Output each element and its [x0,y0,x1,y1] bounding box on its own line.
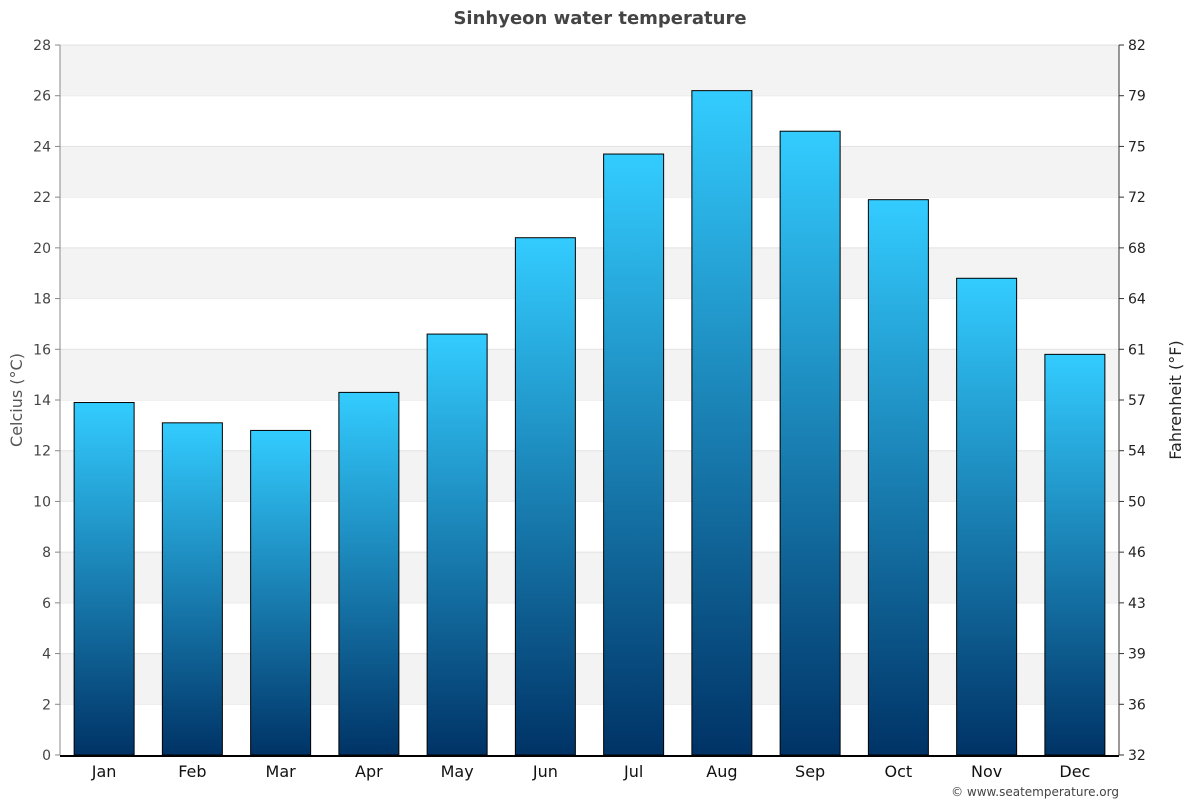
bar-oct[interactable] [867,199,929,756]
y-tick-label-right: 54 [1128,444,1146,460]
y-tick-label-right: 68 [1128,241,1146,257]
y-tick-label: 12 [33,444,51,460]
y-tick-label: 6 [42,596,51,612]
bar-feb[interactable] [161,422,223,756]
y-tick-label: 14 [33,393,51,409]
y-tick-label: 22 [33,190,51,206]
x-tick-label: Apr [355,762,383,781]
bar-sep[interactable] [779,130,841,756]
bar-mar[interactable] [250,429,312,756]
y-tick-label-right: 43 [1128,596,1146,612]
y-axis-label-right: Fahrenheit (°F) [1166,340,1185,459]
bar-jul[interactable] [603,153,665,756]
grid-band [60,247,1119,299]
y-tick-label-right: 79 [1128,89,1146,105]
bar-jan[interactable] [73,402,135,756]
y-tick-label-right: 72 [1128,190,1146,206]
y-tick-label-right: 75 [1128,139,1146,155]
y-tick-label-right: 50 [1128,494,1146,510]
bar-dec[interactable] [1044,353,1106,756]
x-tick-label: May [441,762,474,781]
grid-band [60,146,1119,198]
bar-aug[interactable] [691,90,753,756]
chart-title: Sinhyeon water temperature [453,8,746,29]
y-tick-label-right: 46 [1128,545,1146,561]
y-tick-label-right: 36 [1128,697,1146,713]
y-tick-label-right: 64 [1128,292,1146,308]
bar-apr[interactable] [338,391,400,756]
y-axis-label-left: Celcius (°C) [7,353,26,447]
grid-band [60,45,1119,96]
y-tick-label-right: 39 [1128,647,1146,663]
x-tick-label: Nov [971,762,1002,781]
x-tick-label: Mar [266,762,297,781]
y-tick-label-right: 61 [1128,342,1146,358]
y-tick-label: 16 [33,342,51,358]
x-tick-label: Sep [795,762,825,781]
grid-band [60,552,1119,603]
y-tick-label: 0 [42,748,51,764]
x-tick-label: Feb [178,762,206,781]
x-tick-label: Jul [623,762,643,781]
y-tick-label-right: 82 [1128,38,1146,54]
y-tick-label: 18 [33,292,51,308]
y-tick-label: 4 [42,647,51,663]
y-tick-label: 28 [33,38,51,54]
y-tick-label: 24 [33,139,51,155]
y-tick-label-right: 32 [1128,748,1146,764]
x-tick-label: Jan [91,762,117,781]
grid-band [60,349,1119,400]
grid-band [60,450,1119,502]
bar-may[interactable] [426,333,488,756]
x-tick-label: Oct [885,762,913,781]
bar-jun[interactable] [514,237,576,756]
y-tick-label: 8 [42,545,51,561]
y-tick-label: 20 [33,241,51,257]
credit[interactable]: © www.seatemperature.org [951,785,1119,799]
x-tick-label: Aug [706,762,737,781]
grid-band [60,653,1119,705]
y-tick-label: 26 [33,89,51,105]
y-tick-label: 10 [33,494,51,510]
y-tick-label-right: 57 [1128,393,1146,409]
x-tick-label: Dec [1059,762,1090,781]
x-tick-label: Jun [532,762,558,781]
bar-nov[interactable] [956,277,1018,756]
y-tick-label: 2 [42,697,51,713]
